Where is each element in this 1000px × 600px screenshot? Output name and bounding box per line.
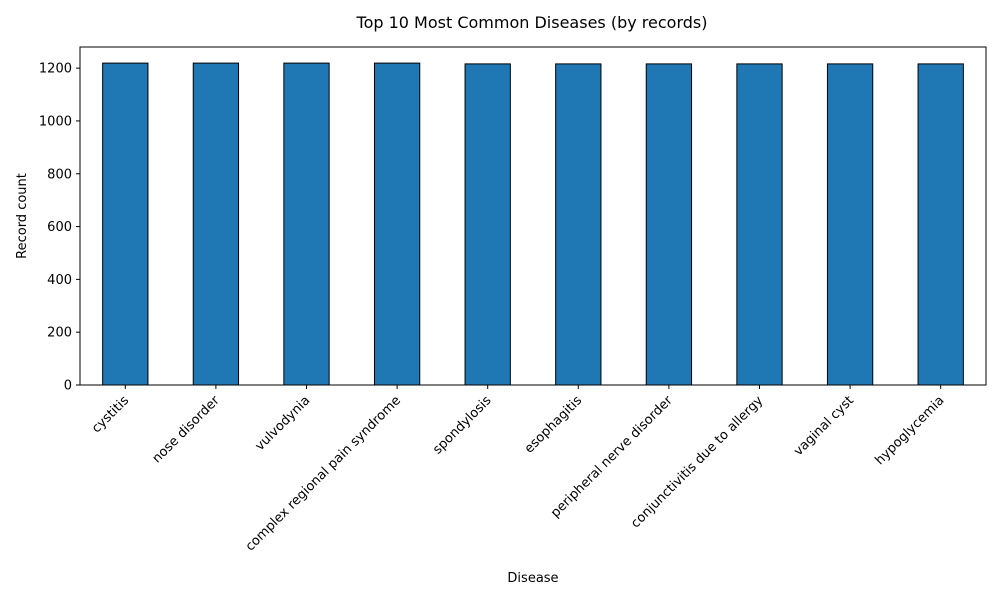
bar-1 xyxy=(192,62,240,386)
x-tick-label: spondylosis xyxy=(430,393,494,457)
y-tick-label: 1000 xyxy=(39,114,72,129)
x-tick-label: vulvodynia xyxy=(253,393,314,454)
y-tick-label: 200 xyxy=(47,326,72,341)
y-tick-label: 1200 xyxy=(39,62,72,77)
bar-8 xyxy=(826,63,874,386)
bar-2 xyxy=(283,62,330,386)
bar-5 xyxy=(555,63,602,386)
y-axis-label: Record count xyxy=(15,173,30,259)
bar-0 xyxy=(102,62,149,386)
bar-6 xyxy=(645,63,693,386)
x-tick-label: vaginal cyst xyxy=(791,393,857,459)
y-tick-label: 400 xyxy=(47,273,72,288)
bars-group xyxy=(102,62,964,386)
y-tick-label: 600 xyxy=(47,220,72,235)
x-tick-label: esophagitis xyxy=(522,393,585,456)
y-tick-label: 0 xyxy=(64,379,72,394)
y-tick-label: 800 xyxy=(47,167,72,182)
bar-4 xyxy=(464,63,511,386)
bar-7 xyxy=(736,63,783,386)
x-tick-label: complex regional pain syndrome xyxy=(243,393,404,554)
bar-9 xyxy=(917,63,964,386)
plot-frame xyxy=(79,46,987,386)
x-axis-label: Disease xyxy=(507,571,558,586)
y-axis-ticks: 0 200 400 600 800 1000 1200 xyxy=(39,62,80,394)
bar-3 xyxy=(373,62,421,386)
chart-title: Top 10 Most Common Diseases (by records) xyxy=(356,13,708,32)
x-tick-label: cystitis xyxy=(89,393,132,436)
x-tick-label: nose disorder xyxy=(150,393,224,467)
x-tick-label: hypoglycemia xyxy=(873,393,948,468)
